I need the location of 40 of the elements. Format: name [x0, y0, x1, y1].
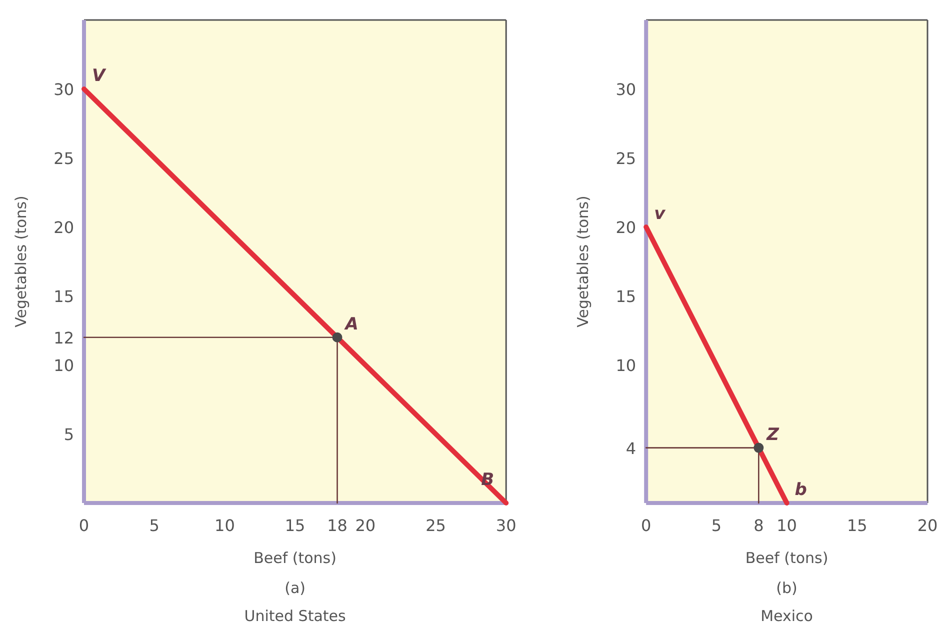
x-tick-label: 18	[327, 516, 348, 535]
text: United States	[244, 607, 346, 625]
text: (b)	[776, 579, 798, 597]
text: (a)	[284, 579, 306, 597]
y-tick-label: 30	[54, 80, 74, 99]
x-tick-label: 0	[641, 516, 652, 535]
x-tick-label: 10	[214, 516, 235, 535]
y-tick-label: 15	[54, 287, 74, 306]
y-tick-label: 5	[64, 425, 74, 444]
y-tick-label: 10	[616, 356, 636, 375]
y-tick-label: 25	[54, 149, 74, 168]
x-tick-label: 15	[846, 516, 868, 535]
y-tick-label: 12	[54, 328, 74, 348]
annotation: b	[794, 480, 807, 500]
y-tick-label: 20	[616, 218, 636, 237]
y-tick-label: 30	[616, 80, 636, 99]
annotation: Z	[766, 424, 780, 445]
y-axis-title: Vegetables (tons)	[574, 196, 592, 328]
text: Mexico	[760, 607, 813, 625]
x-axis-title: Beef (tons)	[745, 549, 828, 567]
x-tick-label: 5	[711, 516, 722, 535]
x-tick-label: 20	[917, 516, 938, 535]
x-tick-label: 8	[754, 516, 764, 535]
annotation: v	[654, 204, 666, 224]
x-tick-label: 10	[776, 516, 797, 535]
x-tick-label: 0	[78, 516, 90, 535]
x-tick-label: 5	[149, 516, 160, 535]
x-axis-title: Beef (tons)	[254, 549, 336, 567]
y-tick-label: 4	[626, 438, 636, 458]
annotation: A	[343, 314, 358, 334]
x-tick-label: 20	[355, 516, 376, 535]
y-tick-label: 15	[616, 287, 636, 306]
y-axis-title: Vegetables (tons)	[12, 196, 30, 328]
x-tick-label: 15	[284, 516, 306, 535]
y-tick-label: 10	[54, 356, 74, 375]
y-tick-label: 25	[616, 149, 636, 168]
annotation: V	[92, 66, 107, 86]
x-tick-label: 30	[496, 516, 516, 535]
x-tick-label: 25	[426, 516, 446, 535]
y-tick-label: 20	[54, 218, 74, 237]
